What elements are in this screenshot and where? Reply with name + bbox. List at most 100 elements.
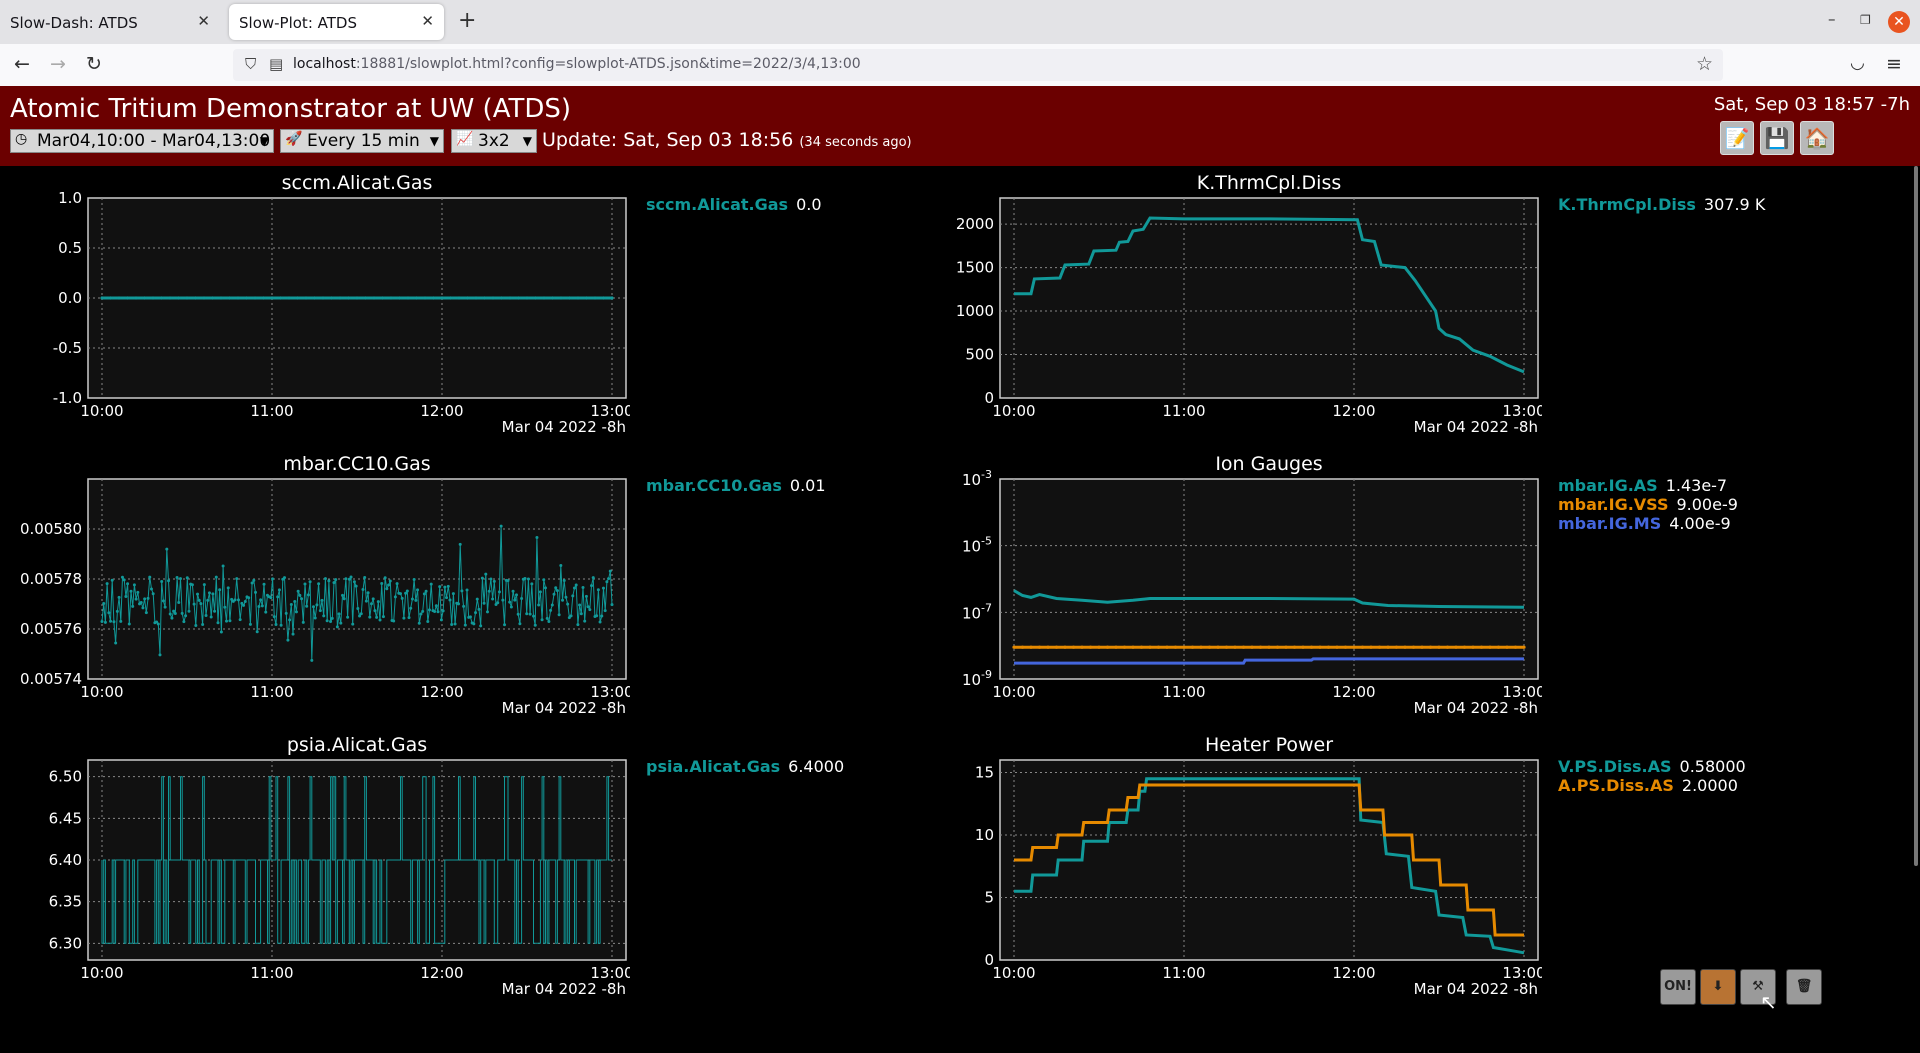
data-point: [276, 595, 280, 599]
data-point: [119, 619, 123, 623]
data-point: [114, 641, 118, 645]
legend-name[interactable]: A.PS.Diss.AS: [1558, 776, 1674, 795]
data-point: [260, 604, 264, 608]
page-info-icon[interactable]: ▤: [269, 55, 284, 73]
data-point: [352, 580, 356, 584]
time-range-select[interactable]: ◷ Mar04,10:00 - Mar04,13:00 ▼: [10, 129, 274, 153]
y-tick-label: 15: [975, 764, 994, 782]
reload-icon[interactable]: ↻: [86, 53, 102, 75]
plot-canvas[interactable]: 10:00 11:00 12:00 13:00 1.0 0.5 0.0 -0.5 -1.0: [0, 166, 630, 446]
data-point: [1071, 645, 1076, 649]
data-point: [468, 615, 472, 619]
x-tick-label: 12:00: [420, 964, 463, 982]
data-point: [355, 296, 359, 300]
y-tick-label: 1000: [956, 302, 994, 320]
bookmark-star-icon[interactable]: ☆: [1695, 53, 1713, 75]
window-close-icon[interactable]: ✕: [1888, 11, 1910, 33]
edit-button[interactable]: 📝: [1720, 121, 1754, 155]
tab-close-icon[interactable]: ✕: [197, 12, 210, 30]
plot-canvas[interactable]: 10:00 11:00 12:00 13:00 15 10 5 0: [912, 728, 1542, 1008]
data-point: [395, 582, 399, 586]
y-tick-label: -0.5: [53, 339, 82, 357]
restore-icon[interactable]: ❐: [1860, 13, 1871, 27]
data-point: [1454, 645, 1458, 649]
trash-button[interactable]: 🗑: [1786, 969, 1822, 1005]
legend-value: 307.9 K: [1703, 195, 1766, 214]
url-text[interactable]: localhost:18881/slowplot.html?config=slo…: [293, 56, 861, 72]
legend-name[interactable]: V.PS.Diss.AS: [1558, 757, 1672, 776]
data-point: [294, 610, 298, 614]
minimize-icon[interactable]: –: [1828, 10, 1836, 28]
browser-tab-bar: Slow-Dash: ATDS ✕ Slow-Plot: ATDS ✕ + – …: [0, 0, 1920, 44]
data-point: [603, 609, 607, 613]
on-off-icon: ON!: [1664, 979, 1692, 994]
on-off-button[interactable]: ON!: [1660, 969, 1696, 1005]
download-button[interactable]: ⬇: [1700, 969, 1736, 1005]
plot-canvas[interactable]: 10:00 11:00 12:00 13:00 6.50 6.45 6.40 6.35 6.30: [0, 728, 630, 1008]
legend-item: psia.Alicat.Gas 6.4000: [646, 757, 844, 776]
data-point: [270, 296, 274, 300]
legend-name[interactable]: mbar.IG.VSS: [1558, 495, 1669, 514]
shield-icon[interactable]: ⛉: [245, 55, 257, 73]
refresh-interval-value: Every 15 min: [307, 131, 420, 151]
forward-icon[interactable]: →: [50, 53, 66, 75]
data-point: [141, 606, 145, 610]
data-point: [238, 618, 242, 622]
data-point: [318, 609, 322, 613]
data-point: [227, 296, 232, 300]
data-point: [1241, 645, 1246, 649]
tab-close-icon[interactable]: ✕: [421, 12, 434, 30]
home-button[interactable]: 🏠: [1800, 121, 1834, 155]
data-point: [513, 598, 517, 602]
data-point: [409, 606, 413, 610]
x-tick-label: 11:00: [1162, 683, 1205, 701]
data-point: [421, 609, 425, 613]
data-point: [287, 296, 291, 300]
tools-button[interactable]: ⚒: [1740, 969, 1776, 1005]
tab-title: Slow-Dash: ATDS: [10, 14, 138, 32]
plot-frame: [999, 759, 1539, 961]
tools-icon: ⚒: [1752, 979, 1764, 994]
refresh-interval-select[interactable]: 🚀 Every 15 min ▼: [280, 129, 444, 153]
save-button[interactable]: 💾: [1760, 121, 1794, 155]
y-tick-label: 6.30: [49, 934, 82, 952]
legend-name[interactable]: mbar.CC10.Gas: [646, 476, 782, 495]
scrollbar[interactable]: [1914, 166, 1918, 866]
layout-select[interactable]: 📈 3x2 ▼: [451, 129, 537, 153]
tab-slow-plot[interactable]: Slow-Plot: ATDS ✕: [229, 4, 444, 40]
y-tick-exponent: -7: [981, 601, 992, 614]
legend-name[interactable]: sccm.Alicat.Gas: [646, 195, 789, 214]
data-point: [528, 612, 532, 616]
pocket-icon[interactable]: ◡: [1850, 53, 1865, 73]
legend-name[interactable]: psia.Alicat.Gas: [646, 757, 781, 776]
legend-name[interactable]: K.ThrmCpl.Diss: [1558, 195, 1696, 214]
data-point: [1046, 645, 1050, 649]
data-point: [346, 615, 350, 619]
data-point: [429, 582, 433, 586]
data-point: [482, 296, 487, 300]
data-point: [555, 589, 559, 593]
data-point: [436, 610, 440, 614]
legend-name[interactable]: mbar.IG.MS: [1558, 514, 1662, 533]
tab-slow-dash[interactable]: Slow-Dash: ATDS ✕: [0, 4, 220, 40]
legend-name[interactable]: mbar.IG.AS: [1558, 476, 1658, 495]
x-tick-label: 13:00: [1502, 402, 1542, 420]
new-tab-button[interactable]: +: [458, 8, 477, 33]
x-tick-label: 10:00: [80, 683, 123, 701]
data-point: [176, 296, 181, 300]
data-point: [1037, 645, 1042, 649]
data-point: [219, 630, 223, 634]
url-bar[interactable]: ⛉ ▤ localhost:18881/slowplot.html?config…: [233, 49, 1723, 81]
back-icon[interactable]: ←: [14, 53, 30, 75]
legend-value: 0.01: [789, 476, 826, 495]
plot-canvas[interactable]: 10:00 11:00 12:00 13:00 2000 1500 1000 500 0: [912, 166, 1542, 446]
data-point: [372, 296, 376, 300]
menu-icon[interactable]: ≡: [1886, 53, 1902, 75]
plot-canvas[interactable]: 10:00 11:00 12:00 13:00 10-3 10-5 10-7 10-9: [912, 447, 1542, 727]
plot-date-footer: Mar 04 2022 -8h: [1413, 980, 1538, 998]
data-point: [562, 578, 566, 582]
data-point: [346, 296, 351, 300]
plot-canvas[interactable]: 10:00 11:00 12:00 13:00 0.00580 0.00578 0.0057…: [0, 447, 630, 727]
data-point: [535, 535, 539, 539]
y-tick-label: 0.00576: [20, 620, 82, 638]
